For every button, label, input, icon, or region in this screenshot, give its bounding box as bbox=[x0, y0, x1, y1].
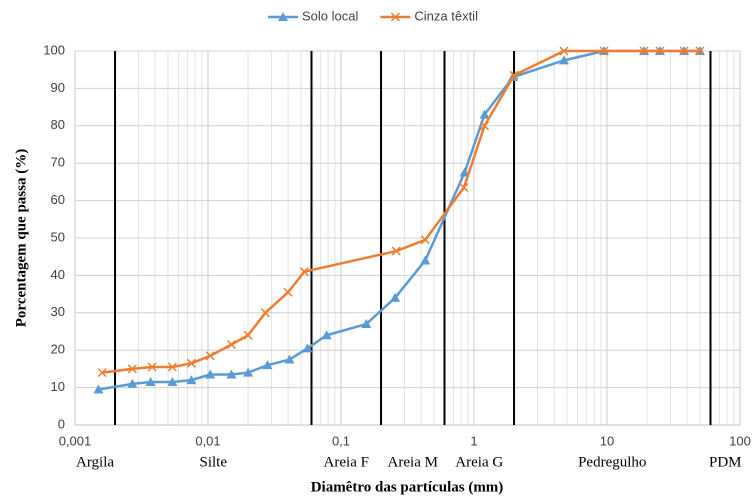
point bbox=[509, 70, 519, 80]
point bbox=[639, 46, 649, 56]
y-tick-label: 0 bbox=[58, 416, 65, 431]
y-tick-label: 70 bbox=[51, 155, 65, 170]
point bbox=[420, 255, 431, 265]
point bbox=[420, 235, 430, 245]
legend-label: Solo local bbox=[302, 8, 358, 23]
point bbox=[260, 308, 270, 318]
point bbox=[559, 55, 570, 65]
point bbox=[226, 369, 237, 379]
series-line bbox=[98, 49, 700, 391]
point bbox=[479, 109, 490, 119]
point bbox=[167, 362, 177, 372]
y-axis-title: Porcentagem que passa (%) bbox=[13, 149, 29, 327]
x-tick-label: 0,01 bbox=[195, 433, 220, 448]
y-tick-label: 50 bbox=[51, 229, 65, 244]
x-tick-label: 100 bbox=[729, 433, 751, 448]
y-tick-label: 90 bbox=[51, 80, 65, 95]
x-tick-label: 1 bbox=[470, 433, 477, 448]
point bbox=[243, 330, 253, 340]
size-class-label: Areia G bbox=[455, 454, 503, 470]
x-tick-label: 0,1 bbox=[332, 433, 350, 448]
legend-marker bbox=[390, 12, 400, 22]
point bbox=[655, 46, 665, 56]
point bbox=[283, 287, 293, 297]
point bbox=[599, 46, 609, 56]
y-tick-label: 10 bbox=[51, 379, 65, 394]
size-class-label: Argila bbox=[76, 454, 114, 470]
point bbox=[205, 369, 216, 379]
point bbox=[391, 246, 401, 256]
point bbox=[93, 384, 104, 394]
y-tick-label: 30 bbox=[51, 304, 65, 319]
point bbox=[186, 358, 196, 368]
point bbox=[302, 343, 313, 353]
size-class-label: Silte bbox=[200, 454, 228, 470]
legend-marker bbox=[278, 12, 288, 21]
y-tick-label: 60 bbox=[51, 192, 65, 207]
legend-label: Cinza têxtil bbox=[414, 8, 478, 23]
point bbox=[321, 330, 332, 340]
point bbox=[147, 362, 157, 372]
point bbox=[679, 46, 689, 56]
point bbox=[262, 360, 273, 370]
point bbox=[97, 368, 107, 378]
legend-item: Solo local bbox=[268, 8, 358, 23]
y-tick-label: 80 bbox=[51, 117, 65, 132]
size-class-label: PDM bbox=[709, 454, 742, 470]
point bbox=[127, 364, 137, 374]
point bbox=[205, 351, 215, 361]
y-tick-label: 40 bbox=[51, 267, 65, 282]
series-line bbox=[101, 49, 700, 374]
point bbox=[695, 46, 705, 56]
x-tick-label: 0,001 bbox=[59, 433, 92, 448]
point bbox=[145, 376, 156, 386]
point bbox=[284, 354, 295, 364]
size-class-label: Areia M bbox=[388, 454, 438, 470]
point bbox=[243, 367, 254, 377]
point bbox=[559, 46, 569, 56]
point bbox=[459, 182, 469, 193]
y-tick-label: 100 bbox=[43, 42, 65, 57]
point bbox=[226, 340, 236, 350]
legend-item: Cinza têxtil bbox=[380, 8, 478, 23]
size-class-label: Pedregulho bbox=[578, 454, 646, 470]
size-class-label: Areia F bbox=[324, 454, 369, 470]
point bbox=[480, 121, 490, 131]
point bbox=[299, 267, 309, 277]
point bbox=[361, 319, 372, 329]
x-tick-label: 10 bbox=[600, 433, 614, 448]
y-tick-label: 20 bbox=[51, 342, 65, 357]
point bbox=[167, 376, 178, 386]
x-axis-title: Diamêtro das partículas (mm) bbox=[311, 479, 504, 495]
point bbox=[127, 378, 138, 388]
point bbox=[186, 375, 197, 385]
point bbox=[390, 292, 401, 302]
